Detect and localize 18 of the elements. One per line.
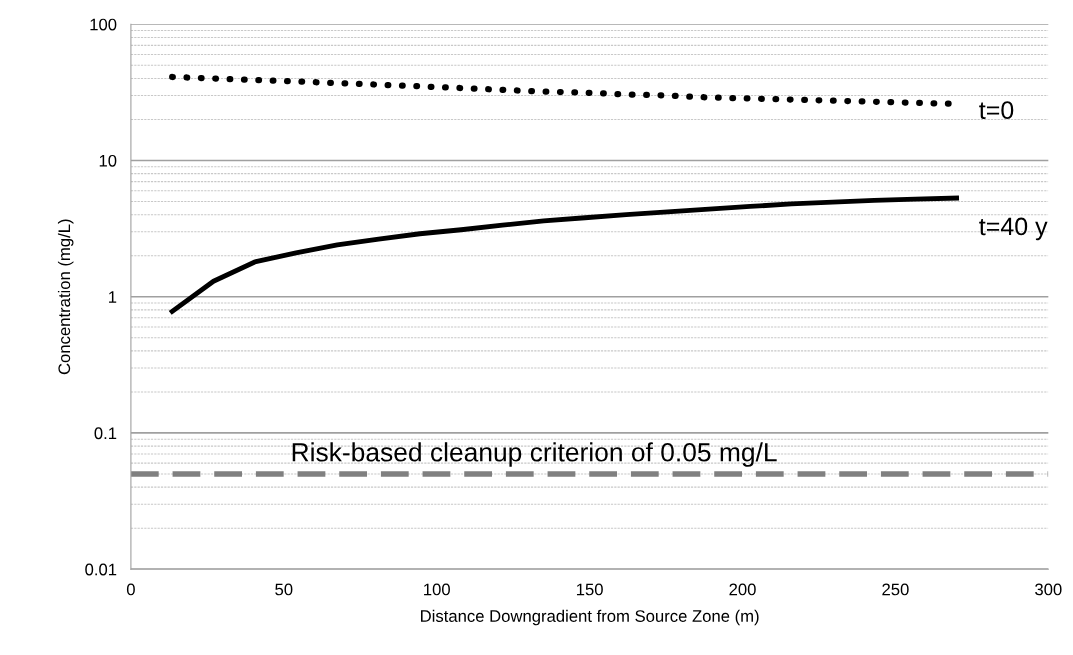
series-label: t=0 xyxy=(979,101,1014,119)
x-tick-label: 0 xyxy=(126,583,135,596)
y-tick-label: 10 xyxy=(99,154,117,167)
y-tick-label: 0.1 xyxy=(94,427,117,440)
x-tick-label: 200 xyxy=(729,583,756,596)
series-label: t=40 y xyxy=(979,217,1048,241)
x-tick-label: 150 xyxy=(576,583,603,596)
x-tick-label: 300 xyxy=(1035,583,1062,596)
y-axis-title: Concentration (mg/L) xyxy=(57,219,74,375)
y-tick-label: 1 xyxy=(109,291,117,303)
ref-line-label: Risk-based cleanup criterion of 0.05 mg/L xyxy=(292,442,777,467)
x-tick-label: 250 xyxy=(882,583,909,596)
x-tick-label: 100 xyxy=(424,583,450,596)
y-tick-label: 100 xyxy=(90,18,117,31)
x-tick-label: 50 xyxy=(275,583,293,596)
y-tick-label: 0.01 xyxy=(85,563,117,576)
line-series xyxy=(169,195,960,314)
x-axis-title: Distance Downgradient from Source Zone (m) xyxy=(421,609,759,626)
